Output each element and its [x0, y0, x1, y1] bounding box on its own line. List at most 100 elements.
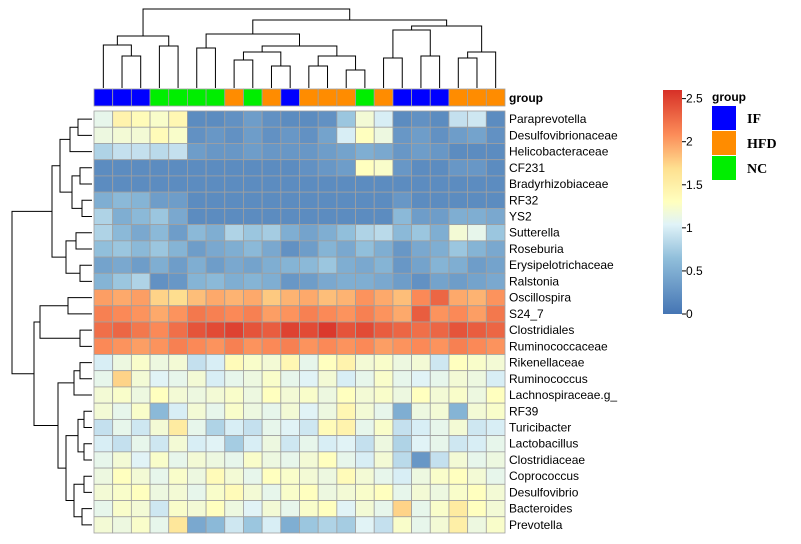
heatmap-cell	[299, 451, 319, 469]
heatmap-cell	[187, 224, 207, 242]
heatmap-cell	[485, 418, 506, 437]
heatmap-cell	[280, 207, 300, 226]
heatmap-cell	[205, 224, 226, 242]
heatmap-cell	[280, 483, 300, 501]
heatmap-cell	[205, 354, 226, 372]
heatmap-cell	[392, 159, 412, 177]
heatmap-cell	[205, 418, 226, 437]
dendrogram-branch	[79, 329, 92, 347]
dendrogram-branch	[142, 8, 351, 36]
colorbar: 0 0.5 1 1.5 2 2.5	[663, 90, 703, 321]
heatmap-cell	[205, 143, 226, 161]
heatmap-cell	[112, 256, 132, 274]
heatmap-cell	[168, 191, 188, 209]
row-label: Bacteroides	[509, 502, 572, 516]
heatmap-cell	[168, 224, 188, 242]
heatmap-cell	[187, 337, 207, 355]
heatmap-cell	[224, 126, 244, 144]
heatmap-cell	[429, 256, 450, 274]
heatmap-cell	[373, 159, 394, 177]
heatmap-cell	[355, 191, 375, 209]
heatmap-cell	[317, 451, 338, 469]
heatmap-cell	[130, 240, 151, 258]
heatmap-cell	[467, 483, 487, 501]
heatmap-cell	[261, 305, 282, 323]
heatmap-cell	[485, 159, 506, 177]
heatmap-cell	[355, 451, 375, 469]
heatmap-cell	[112, 224, 132, 242]
heatmap-cell	[130, 370, 151, 388]
heatmap-cell	[373, 289, 394, 307]
group-annotation-label: group	[509, 91, 543, 105]
heatmap-cell	[336, 467, 356, 485]
heatmap-cell	[392, 467, 412, 485]
heatmap-cell	[280, 175, 300, 193]
heatmap-cell	[168, 418, 188, 437]
heatmap-cell	[299, 516, 319, 534]
heatmap-cell	[224, 483, 244, 501]
dendrogram-branch	[158, 45, 179, 88]
heatmap-cell	[411, 289, 431, 307]
heatmap-cell	[299, 321, 319, 339]
heatmap-cell	[261, 159, 282, 177]
heatmap-cell	[299, 435, 319, 453]
heatmap-cell	[224, 191, 244, 209]
heatmap-cell	[205, 451, 226, 469]
heatmap-cell	[373, 321, 394, 339]
heatmap-cell	[485, 305, 506, 323]
heatmap-cell	[411, 143, 431, 161]
dendrogram-branch	[11, 210, 52, 375]
dendrogram-branch	[33, 321, 58, 426]
dendrogram-branch	[102, 44, 132, 88]
dendrogram-branch	[79, 264, 92, 282]
heatmap-cell	[261, 467, 282, 485]
heatmap-cell	[168, 256, 188, 274]
dendrogram-branch	[196, 47, 216, 88]
heatmap-cell	[336, 224, 356, 242]
heatmap-cell	[280, 516, 300, 534]
heatmap-cell	[392, 451, 412, 469]
heatmap-cell	[317, 483, 338, 501]
heatmap-cell	[317, 418, 338, 437]
heatmap-cell	[429, 451, 450, 469]
heatmap-cell	[280, 435, 300, 453]
heatmap-cell	[205, 321, 226, 339]
heatmap-cell	[243, 483, 263, 501]
heatmap-cell	[355, 516, 375, 534]
heatmap-cell	[336, 240, 356, 258]
legend-label-nc: NC	[747, 162, 767, 177]
heatmap-cell	[261, 321, 282, 339]
heatmap-cell	[261, 418, 282, 437]
heatmap-cell	[112, 435, 132, 453]
heatmap-cell	[355, 272, 375, 290]
heatmap-cell	[187, 354, 207, 372]
group-cell-nc	[355, 88, 375, 107]
heatmap-cell	[130, 402, 151, 420]
heatmap-cell	[280, 143, 300, 161]
heatmap-cell	[299, 143, 319, 161]
heatmap-cell	[373, 337, 394, 355]
heatmap-cell	[448, 159, 469, 177]
heatmap-cell	[112, 126, 132, 144]
heatmap-cell	[392, 500, 412, 518]
heatmap-cell	[317, 224, 338, 242]
heatmap-cell	[336, 451, 356, 469]
heatmap-cell	[187, 305, 207, 323]
heatmap-cell	[467, 467, 487, 485]
heatmap-cell	[243, 337, 263, 355]
group-cell-if	[130, 88, 151, 107]
heatmap-cell	[93, 321, 114, 339]
heatmap-cell	[448, 370, 469, 388]
heatmap-cell	[392, 354, 412, 372]
heatmap-cell	[187, 500, 207, 518]
heatmap-cell	[411, 370, 431, 388]
legend-swatch-nc	[712, 156, 736, 180]
heatmap-cell	[411, 467, 431, 485]
colorbar-tick-label: 0	[686, 307, 693, 321]
heatmap-cell	[149, 370, 170, 388]
heatmap-cell	[243, 305, 263, 323]
dendrogram-branch	[75, 232, 92, 250]
heatmap-cell	[392, 126, 412, 144]
heatmap-cell	[485, 289, 506, 307]
heatmap-cell	[224, 435, 244, 453]
